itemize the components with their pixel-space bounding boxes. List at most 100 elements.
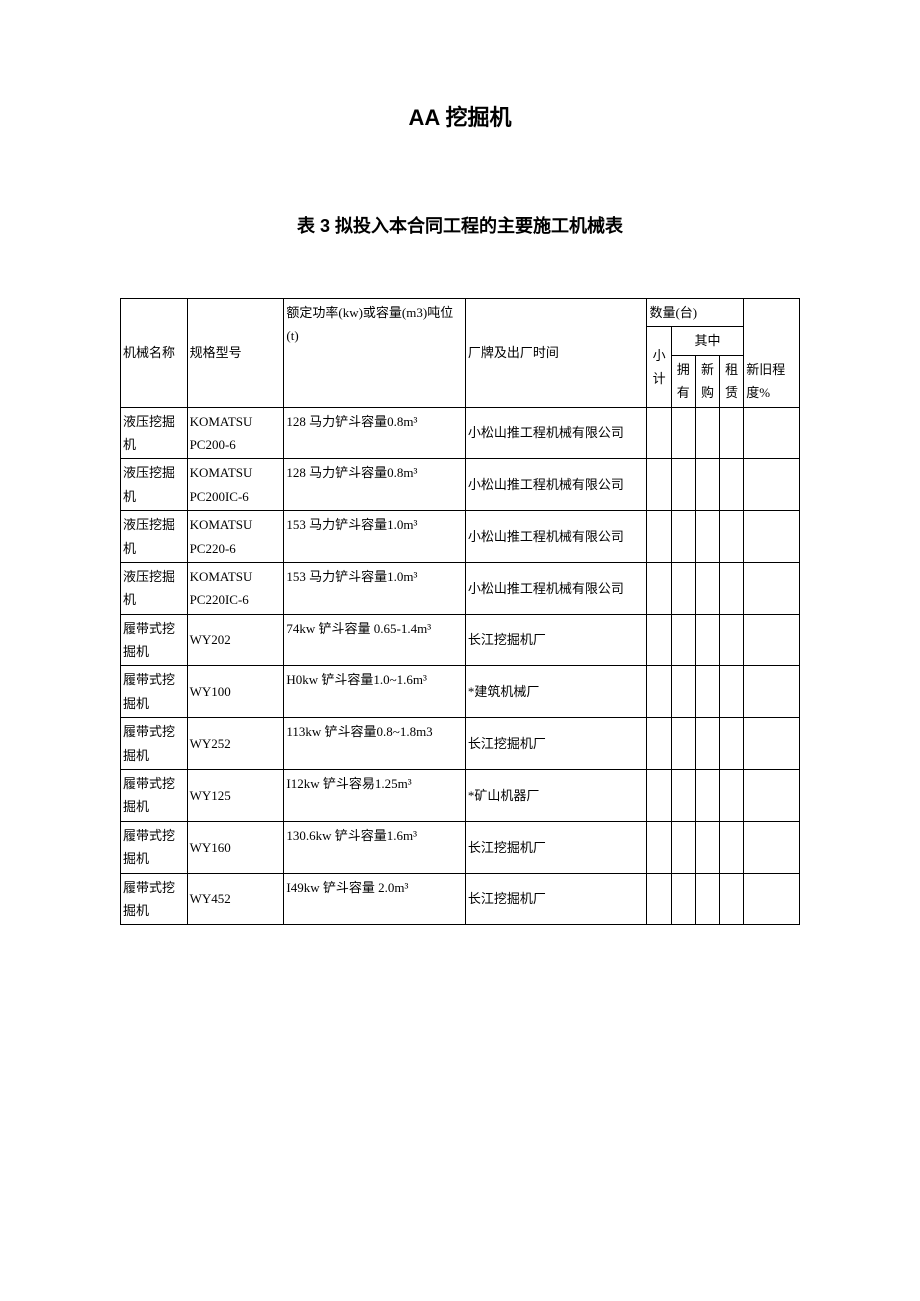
table-row: 液压挖掘机KOMATSU PC200IC-6128 马力铲斗容量0.8m³小松山… [121,459,800,511]
header-yongyou: 拥有 [671,355,695,407]
table-row: 履带式挖掘机WY125I12kw 铲斗容易1.25m³*矿山机器厂 [121,770,800,822]
cell-model: KOMATSU PC200IC-6 [187,459,284,511]
cell-qty [744,459,800,511]
table-row: 履带式挖掘机WY160130.6kw 铲斗容量1.6m³长江挖掘机厂 [121,821,800,873]
cell-name: 履带式挖掘机 [121,770,188,822]
cell-name: 液压挖掘机 [121,562,188,614]
cell-qty [695,666,719,718]
cell-qty [744,873,800,925]
cell-qty [671,821,695,873]
cell-brand: 长江挖掘机厂 [465,718,647,770]
table-row: 履带式挖掘机WY252113kw 铲斗容量0.8~1.8m3长江挖掘机厂 [121,718,800,770]
cell-qty [744,770,800,822]
cell-qty [695,873,719,925]
cell-model: WY160 [187,821,284,873]
cell-brand: 长江挖掘机厂 [465,821,647,873]
cell-qty [720,614,744,666]
cell-name: 液压挖掘机 [121,459,188,511]
main-title: AA 挖掘机 [120,100,800,132]
cell-model: WY452 [187,873,284,925]
cell-qty [744,562,800,614]
cell-qty [671,562,695,614]
header-xingou: 新购 [695,355,719,407]
cell-name: 履带式挖掘机 [121,614,188,666]
cell-qty [744,511,800,563]
cell-power: I12kw 铲斗容易1.25m³ [284,770,466,822]
cell-qty [720,666,744,718]
cell-qty [744,614,800,666]
cell-qty [647,614,671,666]
cell-qty [671,407,695,459]
cell-power: H0kw 铲斗容量1.0~1.6m³ [284,666,466,718]
cell-qty [720,821,744,873]
header-qizhong: 其中 [671,327,744,355]
cell-qty [695,407,719,459]
cell-qty [720,407,744,459]
header-qty-group: 数量(台) [647,299,744,327]
cell-qty [671,511,695,563]
table-row: 履带式挖掘机WY100H0kw 铲斗容量1.0~1.6m³*建筑机械厂 [121,666,800,718]
header-power: 额定功率(kw)或容量(m3)吨位(t) [284,299,466,408]
cell-qty [647,511,671,563]
cell-model: KOMATSU PC220IC-6 [187,562,284,614]
table-row: 液压挖掘机KOMATSU PC200-6128 马力铲斗容量0.8m³小松山推工… [121,407,800,459]
cell-name: 履带式挖掘机 [121,666,188,718]
cell-power: 113kw 铲斗容量0.8~1.8m3 [284,718,466,770]
cell-qty [695,614,719,666]
cell-model: KOMATSU PC220-6 [187,511,284,563]
cell-model: WY202 [187,614,284,666]
header-zulin: 租赁 [720,355,744,407]
cell-power: 153 马力铲斗容量1.0m³ [284,562,466,614]
cell-qty [671,718,695,770]
cell-brand: 小松山推工程机械有限公司 [465,459,647,511]
header-model: 规格型号 [187,299,284,408]
cell-name: 履带式挖掘机 [121,873,188,925]
cell-qty [744,821,800,873]
cell-model: WY100 [187,666,284,718]
cell-brand: *建筑机械厂 [465,666,647,718]
cell-qty [720,511,744,563]
cell-qty [720,459,744,511]
cell-qty [695,770,719,822]
cell-qty [720,562,744,614]
cell-qty [647,873,671,925]
cell-brand: 小松山推工程机械有限公司 [465,407,647,459]
table-row: 液压挖掘机KOMATSU PC220IC-6153 马力铲斗容量1.0m³小松山… [121,562,800,614]
header-xiaoji: 小计 [647,327,671,407]
cell-name: 履带式挖掘机 [121,718,188,770]
cell-model: WY125 [187,770,284,822]
cell-qty [695,821,719,873]
cell-power: 153 马力铲斗容量1.0m³ [284,511,466,563]
cell-qty [647,821,671,873]
cell-qty [720,873,744,925]
machinery-table: 机械名称 规格型号 额定功率(kw)或容量(m3)吨位(t) 厂牌及出厂时间 数… [120,298,800,925]
cell-qty [647,459,671,511]
header-brand: 厂牌及出厂时间 [465,299,647,408]
cell-model: KOMATSU PC200-6 [187,407,284,459]
cell-qty [671,614,695,666]
cell-name: 履带式挖掘机 [121,821,188,873]
cell-qty [647,770,671,822]
cell-qty [695,511,719,563]
cell-brand: *矿山机器厂 [465,770,647,822]
cell-qty [647,407,671,459]
cell-power: 128 马力铲斗容量0.8m³ [284,459,466,511]
cell-name: 液压挖掘机 [121,407,188,459]
cell-brand: 小松山推工程机械有限公司 [465,562,647,614]
table-row: 液压挖掘机KOMATSU PC220-6153 马力铲斗容量1.0m³小松山推工… [121,511,800,563]
cell-brand: 长江挖掘机厂 [465,873,647,925]
cell-brand: 长江挖掘机厂 [465,614,647,666]
cell-qty [671,666,695,718]
cell-power: 128 马力铲斗容量0.8m³ [284,407,466,459]
cell-qty [671,873,695,925]
sub-title: 表 3 拟投入本合同工程的主要施工机械表 [120,212,800,238]
cell-qty [744,666,800,718]
header-condition: 新旧程度% [744,299,800,408]
table-row: 履带式挖掘机WY20274kw 铲斗容量 0.65-1.4m³长江挖掘机厂 [121,614,800,666]
cell-qty [671,770,695,822]
cell-model: WY252 [187,718,284,770]
cell-power: I49kw 铲斗容量 2.0m³ [284,873,466,925]
cell-qty [671,459,695,511]
cell-qty [720,718,744,770]
cell-power: 130.6kw 铲斗容量1.6m³ [284,821,466,873]
